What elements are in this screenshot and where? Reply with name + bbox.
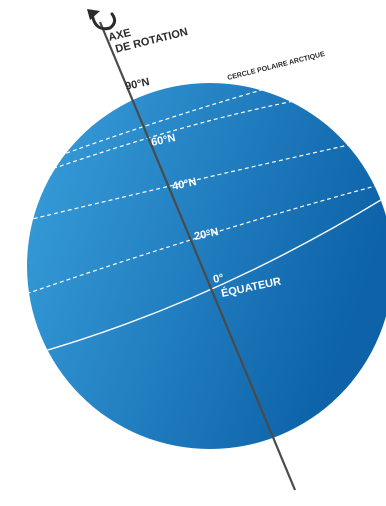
rotation-axis bbox=[98, 21, 297, 491]
pole-label: 90°N bbox=[124, 76, 151, 93]
parallel-40n-line bbox=[27, 137, 381, 223]
lat40-label: 40°N bbox=[171, 176, 198, 193]
arctic-circle-label: CERCLE POLAIRE ARCTIQUE bbox=[227, 51, 326, 82]
parallel-20n-line bbox=[27, 181, 386, 297]
globe bbox=[27, 83, 386, 449]
parallel-60n-line bbox=[27, 97, 311, 181]
lat20-label: 20°N bbox=[193, 226, 220, 243]
axis-label-line1: AXE bbox=[107, 27, 132, 44]
equator-degree-label: 0° bbox=[212, 272, 225, 286]
rotation-arrow-icon bbox=[87, 9, 117, 31]
lat60-label: 60°N bbox=[150, 132, 177, 149]
equator-line bbox=[27, 191, 386, 359]
